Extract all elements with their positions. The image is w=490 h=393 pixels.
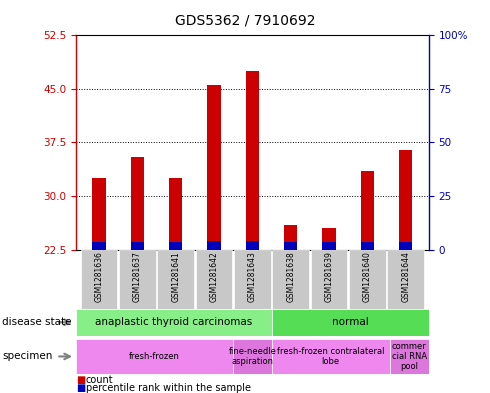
Text: specimen: specimen	[2, 351, 53, 362]
Text: GSM1281642: GSM1281642	[210, 252, 219, 302]
Text: percentile rank within the sample: percentile rank within the sample	[86, 383, 251, 393]
Text: fresh-frozen contralateral
lobe: fresh-frozen contralateral lobe	[277, 347, 385, 366]
Bar	[322, 228, 336, 250]
Bar	[284, 242, 297, 250]
Text: GDS5362 / 7910692: GDS5362 / 7910692	[175, 14, 315, 28]
Bar	[272, 250, 309, 309]
Bar	[131, 242, 144, 250]
Text: fresh-frozen: fresh-frozen	[129, 352, 180, 361]
Bar	[131, 157, 144, 250]
Bar	[92, 242, 106, 250]
Text: GSM1281640: GSM1281640	[363, 252, 372, 302]
Text: disease state: disease state	[2, 317, 72, 327]
Bar	[245, 241, 259, 250]
Text: commer
cial RNA
pool: commer cial RNA pool	[392, 342, 427, 371]
Text: count: count	[86, 375, 113, 385]
Text: GSM1281636: GSM1281636	[95, 252, 103, 302]
Bar	[234, 250, 271, 309]
Bar	[196, 250, 232, 309]
Bar	[399, 150, 413, 250]
Bar	[387, 250, 424, 309]
Bar	[92, 178, 106, 250]
Bar	[311, 250, 347, 309]
Bar	[233, 339, 272, 374]
Bar	[207, 241, 220, 250]
Text: GSM1281639: GSM1281639	[324, 252, 334, 302]
Bar	[322, 242, 336, 250]
Bar	[349, 250, 386, 309]
Text: GSM1281638: GSM1281638	[286, 252, 295, 302]
Bar	[80, 250, 118, 309]
Text: fine-needle
aspiration: fine-needle aspiration	[228, 347, 276, 366]
Text: GSM1281641: GSM1281641	[171, 252, 180, 302]
Bar	[245, 71, 259, 250]
Text: GSM1281637: GSM1281637	[133, 252, 142, 302]
Bar	[272, 339, 390, 374]
Bar	[119, 250, 156, 309]
Text: ■: ■	[76, 383, 85, 393]
Bar	[169, 178, 182, 250]
Bar	[390, 339, 429, 374]
Text: GSM1281644: GSM1281644	[401, 252, 410, 302]
Bar	[399, 242, 413, 250]
Text: anaplastic thyroid carcinomas: anaplastic thyroid carcinomas	[96, 317, 252, 327]
Bar	[169, 242, 182, 250]
Bar	[157, 250, 194, 309]
Bar	[361, 171, 374, 250]
Bar	[272, 309, 429, 336]
Bar	[76, 309, 272, 336]
Bar	[207, 85, 220, 250]
Text: GSM1281643: GSM1281643	[248, 252, 257, 302]
Bar	[76, 339, 233, 374]
Bar	[361, 242, 374, 250]
Bar	[284, 224, 297, 250]
Text: ■: ■	[76, 375, 85, 385]
Text: normal: normal	[332, 317, 368, 327]
